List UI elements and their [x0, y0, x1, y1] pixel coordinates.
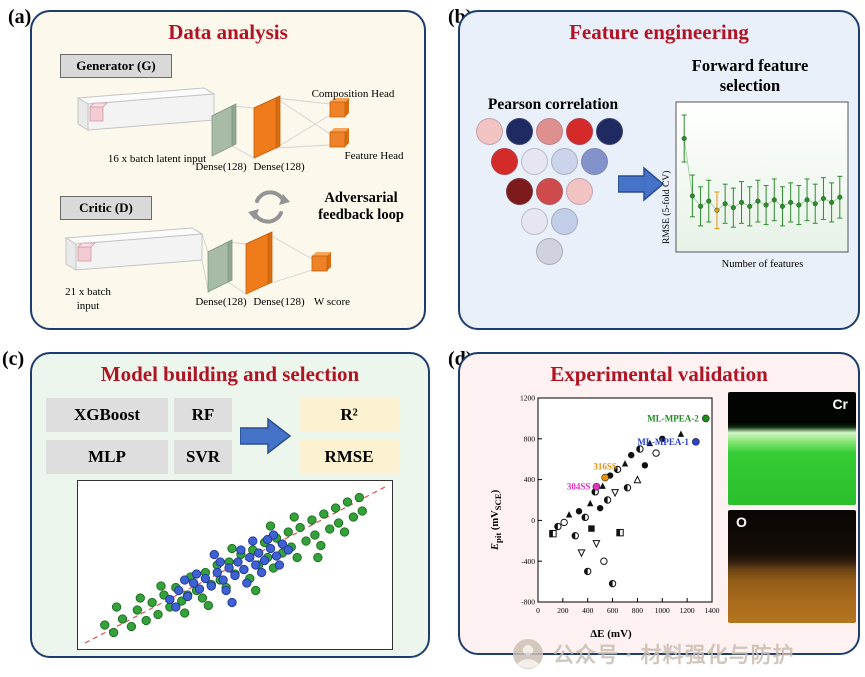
correlation-circle	[566, 178, 593, 205]
model-box-xgboost: XGBoost	[46, 398, 168, 432]
gan-architecture-diagram	[64, 87, 349, 295]
svg-text:1200: 1200	[520, 394, 535, 403]
number-of-features-axis-label: Number of features	[721, 259, 804, 270]
generator-dense1-label: Dense(128)	[195, 161, 247, 173]
model-box-mlp: MLP	[46, 440, 168, 474]
correlation-circle	[506, 178, 533, 205]
svg-text:-800: -800	[521, 598, 535, 607]
o-eds-map: O	[728, 510, 856, 623]
panel-a-title: Data analysis	[168, 20, 288, 44]
forward-heading-line2: selection	[719, 75, 781, 95]
generator-label-box: Generator (G)	[60, 54, 172, 78]
forward-selection-chart-block: RMSE (5-fold CV) Number of features	[658, 96, 852, 290]
svg-text:ML-MPEA-1: ML-MPEA-1	[637, 437, 689, 447]
correlation-circle	[551, 148, 578, 175]
correlation-circle	[491, 148, 518, 175]
rmse-axis-label: RMSE (5-fold CV)	[662, 170, 672, 244]
correlation-circle	[536, 118, 563, 145]
generator-heads	[329, 98, 349, 148]
model-box-svr: SVR	[174, 440, 232, 474]
model-box-rf: RF	[174, 398, 232, 432]
epit-unit: (mV	[490, 510, 501, 533]
w-score-label: W score	[313, 296, 351, 308]
critic-label-box: Critic (D)	[60, 196, 152, 220]
svg-text:800: 800	[632, 606, 644, 615]
adversarial-loop-icon	[248, 190, 290, 224]
correlation-circle	[521, 148, 548, 175]
panel-a-label: (a)	[8, 6, 32, 28]
adversarial-feedback-caption: Adversarial feedback loop	[294, 190, 428, 225]
correlation-circle	[476, 118, 503, 145]
svg-text:400: 400	[582, 606, 594, 615]
metric-box-r2: R²	[299, 398, 399, 432]
panel-experimental-validation: Experimental validation Epit (mVSCE) -80…	[458, 352, 860, 655]
watermark-logo-icon	[512, 638, 544, 670]
parity-scatter-plot	[77, 480, 393, 650]
correlation-circle	[506, 118, 533, 145]
connector-lines	[201, 93, 331, 295]
critic-dense1-label: Dense(128)	[195, 296, 247, 308]
epit-vs-deltaE-plot: -800 -400 0 400 800 1200 0 200 400 600 800 1000 1200…	[520, 394, 720, 615]
correlation-circle	[596, 118, 623, 145]
composition-head-label: Composition Head	[311, 88, 395, 100]
correlation-circle	[536, 178, 563, 205]
watermark-text: 公众号 · 材料强化与防护	[553, 644, 795, 667]
cr-eds-map: Cr	[728, 392, 856, 505]
adversarial-line2: feedback loop	[318, 207, 404, 224]
right-arrow-icon	[618, 166, 664, 202]
cr-map-label: Cr	[832, 396, 848, 412]
svg-text:304SS: 304SS	[567, 482, 591, 492]
critic-dense-layers	[207, 231, 273, 295]
correlation-circle	[566, 118, 593, 145]
watermark: 公众号 · 材料强化与防护	[512, 638, 795, 670]
epit-symbol: E	[490, 542, 501, 550]
svg-text:ML-MPEA-2: ML-MPEA-2	[647, 413, 699, 423]
generator-dense2-label: Dense(128)	[253, 161, 305, 173]
deltaE-axis-label: ΔE (mV)	[590, 628, 632, 640]
right-arrow-icon	[240, 417, 292, 455]
pearson-correlation-matrix	[476, 118, 648, 280]
panel-c-title: Model building and selection	[100, 362, 360, 386]
generator-input-tensor	[76, 87, 216, 131]
panel-d-title: Experimental validation	[550, 362, 768, 386]
forward-selection-plot	[675, 101, 849, 253]
svg-text:316SS: 316SS	[593, 462, 617, 472]
svg-text:1200: 1200	[680, 606, 695, 615]
correlation-circle	[521, 208, 548, 235]
panel-feature-engineering: Feature engineering Forward feature sele…	[458, 10, 860, 330]
panel-c-label: (c)	[2, 348, 25, 370]
svg-text:400: 400	[524, 475, 536, 484]
svg-text:-400: -400	[521, 557, 535, 566]
svg-text:1400: 1400	[705, 606, 720, 615]
correlation-circle	[551, 208, 578, 235]
generator-input-caption: 16 x batch latent input	[107, 153, 207, 165]
svg-text:0: 0	[536, 606, 540, 615]
panel-model-building: Model building and selection XGBoost RF …	[30, 352, 430, 658]
svg-text:0: 0	[531, 516, 535, 525]
svg-text:1000: 1000	[655, 606, 670, 615]
metric-box-rmse: RMSE	[299, 440, 399, 474]
pearson-correlation-heading: Pearson correlation	[487, 96, 619, 113]
svg-text:800: 800	[524, 434, 536, 443]
critic-output-node	[311, 252, 331, 272]
critic-input-caption-line2: input	[76, 300, 100, 312]
forward-feature-selection-heading: Forward feature selection	[648, 56, 852, 96]
critic-input-caption-line1: 21 x batch	[65, 286, 111, 298]
feature-head-label: Feature Head	[344, 150, 404, 162]
correlation-circle	[581, 148, 608, 175]
generator-dense-layers	[211, 95, 281, 159]
svg-text:200: 200	[557, 606, 569, 615]
svg-text:600: 600	[607, 606, 619, 615]
panel-data-analysis: Data analysis	[30, 10, 426, 330]
critic-input-tensor	[64, 227, 204, 271]
epit-unit-close: )	[490, 489, 501, 494]
panel-b-title: Feature engineering	[569, 20, 749, 44]
o-map-label: O	[736, 514, 747, 530]
critic-dense2-label: Dense(128)	[253, 296, 305, 308]
forward-heading-line1: Forward feature	[691, 56, 809, 75]
correlation-circle	[536, 238, 563, 265]
adversarial-line1: Adversarial	[324, 190, 398, 206]
